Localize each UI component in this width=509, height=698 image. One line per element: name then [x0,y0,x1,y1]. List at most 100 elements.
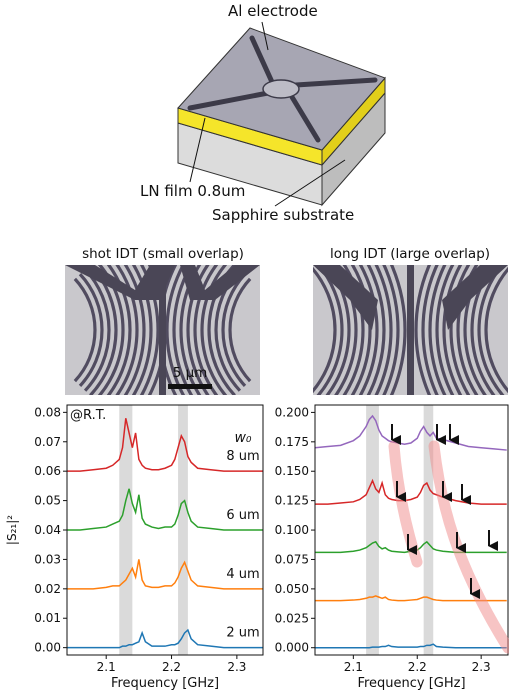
electrode [187,90,271,111]
series-label: 6 um [226,508,259,523]
leader-line [261,21,269,51]
idt-finger [313,266,337,394]
trend-band [388,440,423,568]
idt-finger [421,265,439,395]
electrode [289,94,321,143]
series-label: 2 um [226,626,259,641]
bus-bar [407,265,414,395]
idt-finger [179,265,202,395]
series-line [67,559,263,590]
series-line [315,540,507,554]
x-tick-label: 2.1 [344,660,363,674]
bus-bar [313,265,378,330]
idt-finger [78,273,104,387]
y-tick-label: 0.000 [275,641,309,655]
micrograph-caption: shot IDT (small overlap) [82,246,244,262]
x-axis-label: Frequency [GHz] [111,676,219,691]
idt-finger [449,265,471,395]
series-line [67,488,263,531]
highlight-band [423,405,434,655]
x-axis-label: Frequency [GHz] [357,676,465,691]
idt-finger [389,265,407,395]
x-tick-label: 2.1 [97,660,116,674]
x-tick-label: 2.2 [162,660,181,674]
y-tick-label: 0.150 [275,464,309,478]
idt-finger [435,265,455,395]
y-tick-label: 0.04 [34,523,61,537]
y-tick-label: 0.03 [34,552,61,566]
trend-band [428,440,509,654]
diagram-label: Sapphire substrate [212,206,354,224]
x-tick-label: 2.3 [472,660,491,674]
y-tick-label: 0.050 [275,582,309,596]
series-line [314,414,507,451]
y-tick-label: 0.00 [34,641,61,655]
highlight-band [178,405,188,655]
y-tick-label: 0.200 [275,405,309,419]
series-label: 4 um [226,567,259,582]
micrograph [65,265,260,395]
y-axis-label: |S₂₁|² [5,515,19,545]
y-tick-label: 0.05 [34,494,61,508]
scale-bar [168,384,212,389]
idt-finger [414,265,432,395]
idt-finger [358,265,379,395]
mode-arrows [391,424,498,599]
idt-fingers [313,265,508,395]
idt-finger [83,268,111,392]
electrode [249,35,275,85]
y-tick-label: 0.08 [34,405,61,419]
idt-finger [139,265,160,395]
annotation: @R.T. [70,408,106,423]
y-tick-label: 0.01 [34,611,61,625]
scale-bar-label: 5 µm [173,365,208,381]
bus-bar [65,265,175,300]
idt-finger [350,265,372,395]
idt-finger [228,277,252,383]
idt-finger [106,265,132,395]
idt-finger [456,265,479,395]
y-tick-label: 0.075 [275,552,309,566]
series-line [315,478,507,505]
idt-finger [428,265,447,395]
bus-bar [442,265,508,330]
y-tick-label: 0.025 [275,611,309,625]
leader-line [189,117,206,183]
y-tick-label: 0.125 [275,494,309,508]
idt-finger [186,265,210,395]
y-tick-label: 0.06 [34,464,61,478]
diagram-label: LN film 0.8um [140,182,245,200]
y-tick-label: 0.07 [34,435,61,449]
series-line [315,595,507,602]
diagram-label: Al electrode [228,2,318,20]
idt-finger [200,265,228,395]
trend-bands [388,440,509,654]
device-diagram: Al electrode LN film 0.8um Sapphire subs… [140,2,386,224]
idt-finger [115,265,139,395]
series-line [315,643,507,649]
idt-finger [165,265,186,395]
series-label: 8 um [226,449,259,464]
micrograph [313,265,508,395]
idt-finger [374,265,393,395]
idt-finger [366,265,386,395]
idt-finger [172,265,194,395]
electrodes [187,35,378,143]
x-tick-label: 2.3 [227,660,246,674]
idt-finger [123,265,146,395]
annotation: w₀ [234,430,251,446]
y-tick-label: 0.02 [34,582,61,596]
idt-finger [382,265,400,395]
series-line [67,628,263,649]
y-tick-label: 0.175 [275,435,309,449]
series-line [67,418,263,472]
idt-finger [442,265,463,395]
highlight-band [119,405,133,655]
plot-frame [66,404,264,656]
y-tick-label: 0.100 [275,523,309,537]
idt-finger [484,266,508,394]
electrode-center [262,79,300,99]
highlight-band [366,405,379,655]
